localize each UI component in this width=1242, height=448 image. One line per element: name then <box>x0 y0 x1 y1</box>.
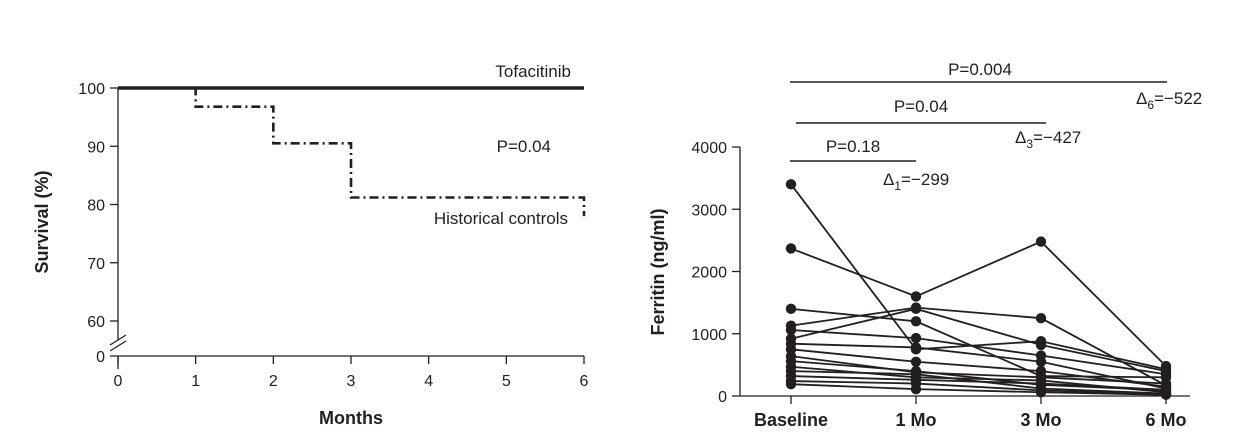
survival-x-tick-label-0: 0 <box>114 373 123 390</box>
patient-7-point-2 <box>910 342 922 353</box>
survival-axis-break <box>109 334 127 352</box>
patient-line-8 <box>790 348 1167 388</box>
patient-8-point-2 <box>910 356 922 367</box>
survival-x-tick-label-3: 3 <box>347 373 356 390</box>
patient-3-point-1 <box>785 303 797 315</box>
survival-y-tick-label-100: 100 <box>78 81 105 98</box>
patient-5-point-2 <box>910 332 922 344</box>
survival-x-tick-label-4: 4 <box>424 373 433 390</box>
p-value-1mo: P=0.18 <box>826 137 880 156</box>
delta-6mo: Δ6=−522 <box>1136 89 1202 112</box>
survival-y-tick-label-80: 80 <box>87 198 105 215</box>
survival-y-tick-label-70: 70 <box>87 256 105 273</box>
patient-line-2 <box>790 240 1167 367</box>
delta-1mo: Δ1=−299 <box>883 170 949 193</box>
patient-6-point-2 <box>910 303 922 315</box>
survival-x-axis-title: Months <box>319 408 383 428</box>
patient-line-7 <box>790 342 1167 390</box>
series-label-tofacitinib: Tofacitinib <box>495 62 571 81</box>
ferritin-category-label-3: 3 Mo <box>1020 410 1061 430</box>
patient-line-4 <box>790 306 1167 387</box>
patient-line-10 <box>790 360 1167 392</box>
ferritin-y-tick-label-4000: 4000 <box>691 140 727 157</box>
patient-line-15 <box>790 383 1167 396</box>
patient-line-3 <box>790 307 1167 379</box>
survival-y-axis-title: Survival (%) <box>32 170 52 273</box>
delta-3mo: Δ3=−427 <box>1015 128 1081 151</box>
patient-5-point-1 <box>785 324 797 336</box>
patient-3-point-2 <box>910 316 922 327</box>
comparison-baseline-6mo: P=0.004 Δ6=−522 <box>790 60 1202 112</box>
p-value-6mo: P=0.004 <box>948 60 1012 79</box>
patient-line-14 <box>790 380 1167 396</box>
series-historical-controls <box>118 86 586 217</box>
patient-6-point-3 <box>1035 339 1047 351</box>
ferritin-y-tick-label-2000: 2000 <box>691 265 727 282</box>
patient-2-point-1 <box>785 243 797 254</box>
patient-15-point-1 <box>785 378 797 390</box>
survival-x-tick-label-2: 2 <box>269 373 278 390</box>
survival-x-tick-label-6: 6 <box>580 373 589 390</box>
patient-2-point-2 <box>910 291 922 302</box>
patient-1-point-1 <box>785 179 797 190</box>
survival-x-tick-label-1: 1 <box>191 373 200 390</box>
survival-p-value: P=0.04 <box>497 137 551 156</box>
ferritin-category-label-2: 1 Mo <box>895 410 936 430</box>
survival-y-tick-label-0: 0 <box>96 349 105 366</box>
comparison-baseline-3mo: P=0.04 Δ3=−427 <box>796 97 1081 151</box>
survival-y-tick-label-60: 60 <box>87 314 105 331</box>
patient-15-point-3 <box>1035 387 1047 398</box>
patient-15-point-4 <box>1160 389 1172 400</box>
patient-line-1 <box>790 183 1167 371</box>
survival-chart: 0 60 70 80 90 100 0 1 2 3 4 5 6 Tofacitinib Histori… <box>32 62 589 428</box>
patient-4-point-3 <box>1035 312 1047 324</box>
comparison-baseline-1mo: P=0.18 Δ1=−299 <box>790 137 949 193</box>
p-value-3mo: P=0.04 <box>894 97 948 116</box>
ferritin-y-tick-label-1000: 1000 <box>691 327 727 344</box>
patient-2-point-3 <box>1035 236 1047 247</box>
ferritin-category-label-4: 6 Mo <box>1145 410 1186 430</box>
patient-7-point-3 <box>1035 356 1047 367</box>
survival-x-tick-label-5: 5 <box>502 373 511 390</box>
patient-6-point-4 <box>1160 365 1172 377</box>
patient-line-5 <box>790 329 1167 376</box>
survival-y-tick-label-90: 90 <box>87 139 105 156</box>
series-label-historical-controls: Historical controls <box>434 209 568 228</box>
ferritin-y-tick-label-3000: 3000 <box>691 202 727 219</box>
patient-line-13 <box>790 375 1167 391</box>
ferritin-chart: 0 1000 2000 3000 4000 Baseline 1 Mo 3 Mo 6 Mo P… <box>648 60 1202 430</box>
ferritin-y-axis-title: Ferritin (ng/ml) <box>648 209 668 336</box>
ferritin-category-label-1: Baseline <box>754 410 828 430</box>
ferritin-y-tick-label-0: 0 <box>718 389 727 406</box>
patient-15-point-2 <box>910 383 922 395</box>
patient-line-6 <box>790 307 1167 372</box>
patient-line-9 <box>790 355 1167 385</box>
